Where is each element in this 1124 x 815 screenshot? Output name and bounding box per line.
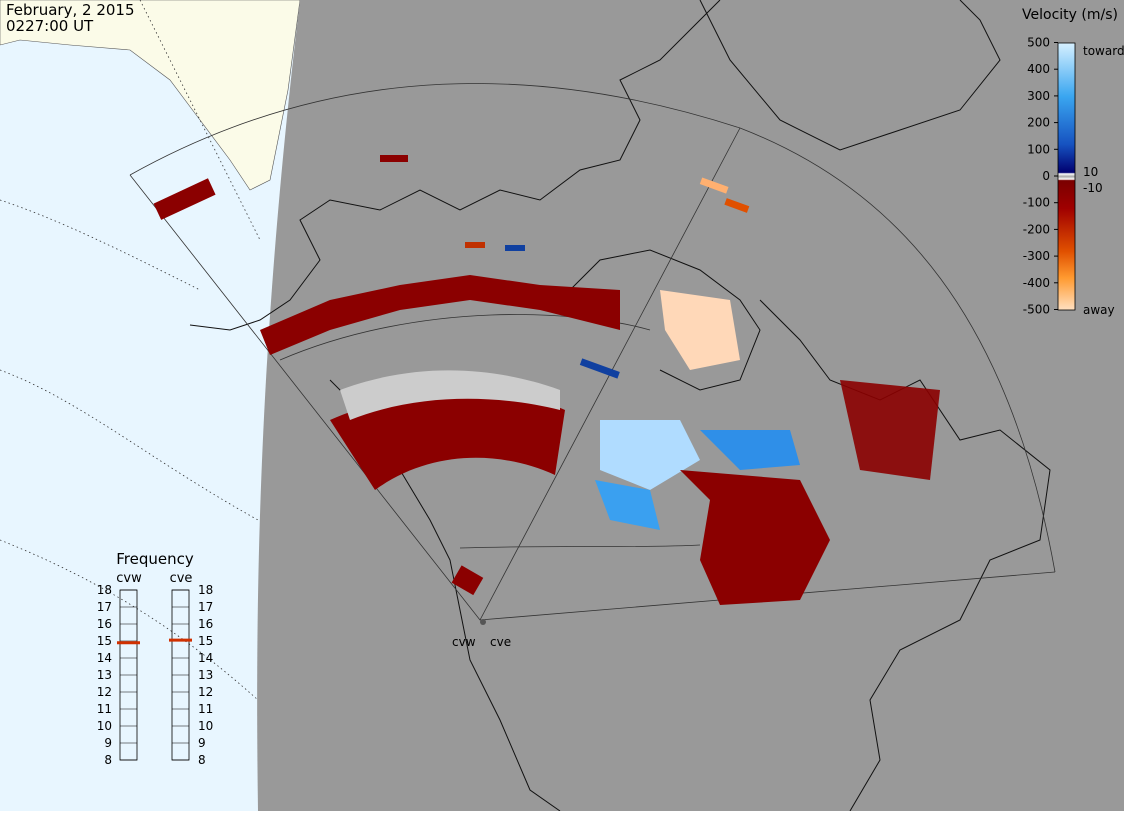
frequency-tick-label: 11 — [198, 702, 213, 716]
coastlines — [189, 0, 1051, 812]
time: 0227:00 UT — [6, 17, 94, 35]
colorbar-inner-label: -10 — [1083, 181, 1103, 195]
colorbar-tick-label: 100 — [1027, 142, 1050, 156]
frequency-tick-label: 9 — [198, 736, 206, 750]
frequency-tick-label: 16 — [198, 617, 213, 631]
frequency-tick-label: 16 — [97, 617, 112, 631]
frequency-tick-label: 8 — [198, 753, 206, 767]
frequency-tick-label: 10 — [198, 719, 213, 733]
frequency-tick-label: 15 — [97, 634, 112, 648]
colorbar — [1057, 42, 1076, 311]
radar-site-label: cvw — [452, 635, 476, 649]
away-label: away — [1083, 303, 1115, 317]
frequency-tick-label: 13 — [198, 668, 213, 682]
colorbar-tick-label: -200 — [1023, 222, 1050, 236]
colorbar-tick-label: 400 — [1027, 62, 1050, 76]
frequency-tick-label: 15 — [198, 634, 213, 648]
colorbar-tick-label: -100 — [1023, 196, 1050, 210]
colorbar-tick-label: 0 — [1042, 169, 1050, 183]
radar-site-label: cve — [490, 635, 511, 649]
land-siberia — [0, 0, 301, 191]
frequency-tick-label: 17 — [198, 600, 213, 614]
frequency-tick-label: 12 — [198, 685, 213, 699]
frequency-tick-label: 11 — [97, 702, 112, 716]
toward-label: toward — [1083, 44, 1124, 58]
frequency-tick-label: 17 — [97, 600, 112, 614]
colorbar-tick-label: 500 — [1027, 36, 1050, 50]
colorbar-tick-label: -300 — [1023, 249, 1050, 263]
frequency-tick-label: 10 — [97, 719, 112, 733]
frequency-radar-label: cve — [170, 571, 193, 586]
frequency-tick-label: 14 — [198, 651, 213, 665]
colorbar-tick-label: 200 — [1027, 116, 1050, 130]
frequency-tick-label: 13 — [97, 668, 112, 682]
frequency-title: Frequency — [116, 550, 194, 568]
colorbar-title: Velocity (m/s) — [1022, 7, 1118, 23]
frequency-tick-label: 18 — [198, 583, 213, 597]
colorbar-tick-label: 300 — [1027, 89, 1050, 103]
velocity-cells — [153, 155, 940, 605]
radar-site-marker — [480, 619, 486, 625]
frequency-tick-label: 12 — [97, 685, 112, 699]
frequency-tick-label: 9 — [104, 736, 112, 750]
frequency-tick-label: 8 — [104, 753, 112, 767]
colorbar-tick-label: -400 — [1023, 276, 1050, 290]
frequency-radar-label: cvw — [116, 571, 142, 586]
colorbar-inner-label: 10 — [1083, 165, 1098, 179]
colorbar-tick-label: -500 — [1023, 303, 1050, 317]
frequency-tick-label: 18 — [97, 583, 112, 597]
date: February, 2 2015 — [6, 1, 135, 19]
frequency-tick-label: 14 — [97, 651, 112, 665]
fan-outlines — [129, 83, 1056, 621]
